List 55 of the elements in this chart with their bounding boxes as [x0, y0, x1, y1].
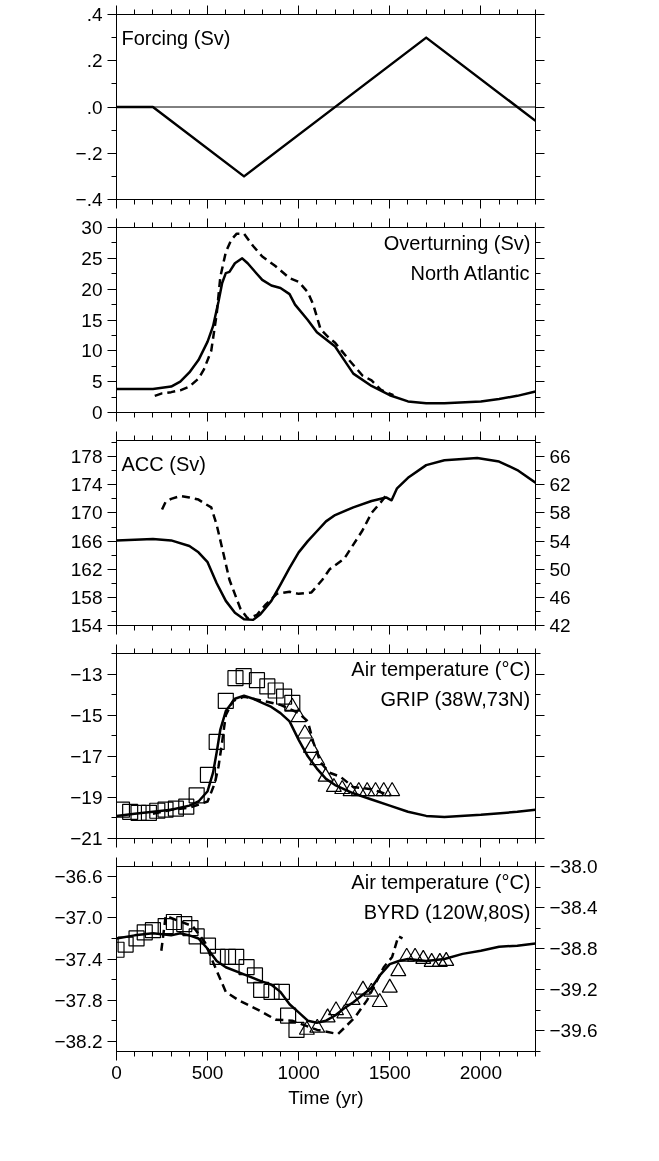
y-tick-label: 154: [70, 615, 103, 636]
annotation: BYRD (120W,80S): [363, 900, 531, 923]
y-tick-label: −36.6: [54, 866, 103, 888]
x-tick-label: 0: [111, 1061, 122, 1083]
y-tick-label: −15: [70, 704, 103, 726]
y2-tick-label: −39.6: [549, 1020, 598, 1042]
y-tick-label: −38.2: [54, 1030, 103, 1052]
y2-tick-label: −38.4: [549, 897, 599, 919]
x-tick-label: 1500: [368, 1061, 411, 1083]
y-tick-label: 30: [81, 217, 103, 238]
y2-tick-label: −39.2: [549, 979, 598, 1001]
y-tick-label: .2: [86, 50, 103, 72]
y-tick-label: 166: [70, 530, 103, 552]
x-tick-label: 500: [191, 1061, 224, 1083]
y-tick-label: −13: [70, 663, 103, 685]
y2-tick-label: −38.8: [549, 938, 598, 960]
y-tick-label: −37.8: [54, 989, 103, 1011]
annotation: Forcing (Sv): [121, 26, 231, 49]
y-tick-label: −.4: [75, 189, 103, 210]
y-tick-label: 20: [81, 278, 103, 300]
annotation: Air temperature (°C): [351, 657, 531, 680]
annotation: Air temperature (°C): [351, 870, 531, 893]
y-tick-label: .0: [86, 96, 103, 118]
y2-tick-label: 62: [549, 474, 571, 496]
y2-tick-label: 42: [549, 615, 571, 636]
x-tick-label: 1000: [277, 1061, 320, 1083]
y-tick-label: 10: [81, 340, 103, 362]
y-tick-label: −19: [70, 786, 103, 808]
y-tick-label: 25: [81, 247, 103, 269]
y-tick-label: −.2: [75, 142, 103, 164]
y2-tick-label: −38.0: [549, 856, 598, 877]
y2-tick-label: 54: [549, 530, 572, 552]
y-tick-label: 158: [70, 586, 103, 608]
y2-tick-label: 58: [549, 502, 571, 524]
y-tick-label: −37.4: [54, 948, 103, 970]
x-tick-label: 2000: [459, 1061, 502, 1083]
annotation: GRIP (38W,73N): [380, 687, 531, 710]
x-axis-title: Time (yr): [288, 1086, 364, 1108]
annotation: Overturning (Sv): [383, 231, 531, 254]
y2-tick-label: 50: [549, 558, 571, 580]
y2-tick-label: 46: [549, 586, 571, 608]
y-tick-label: 0: [91, 402, 103, 423]
y-tick-label: 162: [70, 558, 103, 580]
y2-tick-label: 66: [549, 446, 571, 468]
y-tick-label: −21: [70, 828, 103, 849]
y-tick-label: −37.0: [54, 907, 103, 929]
y-tick-label: −17: [70, 745, 103, 767]
y-tick-label: 174: [70, 474, 103, 496]
y-tick-label: 15: [81, 309, 103, 331]
annotation: North Atlantic: [410, 261, 530, 284]
y-tick-label: 170: [70, 502, 103, 524]
y-tick-label: .4: [86, 4, 103, 25]
y-tick-label: 5: [91, 371, 103, 393]
annotation: ACC (Sv): [121, 452, 206, 475]
y-tick-label: 178: [70, 446, 103, 468]
